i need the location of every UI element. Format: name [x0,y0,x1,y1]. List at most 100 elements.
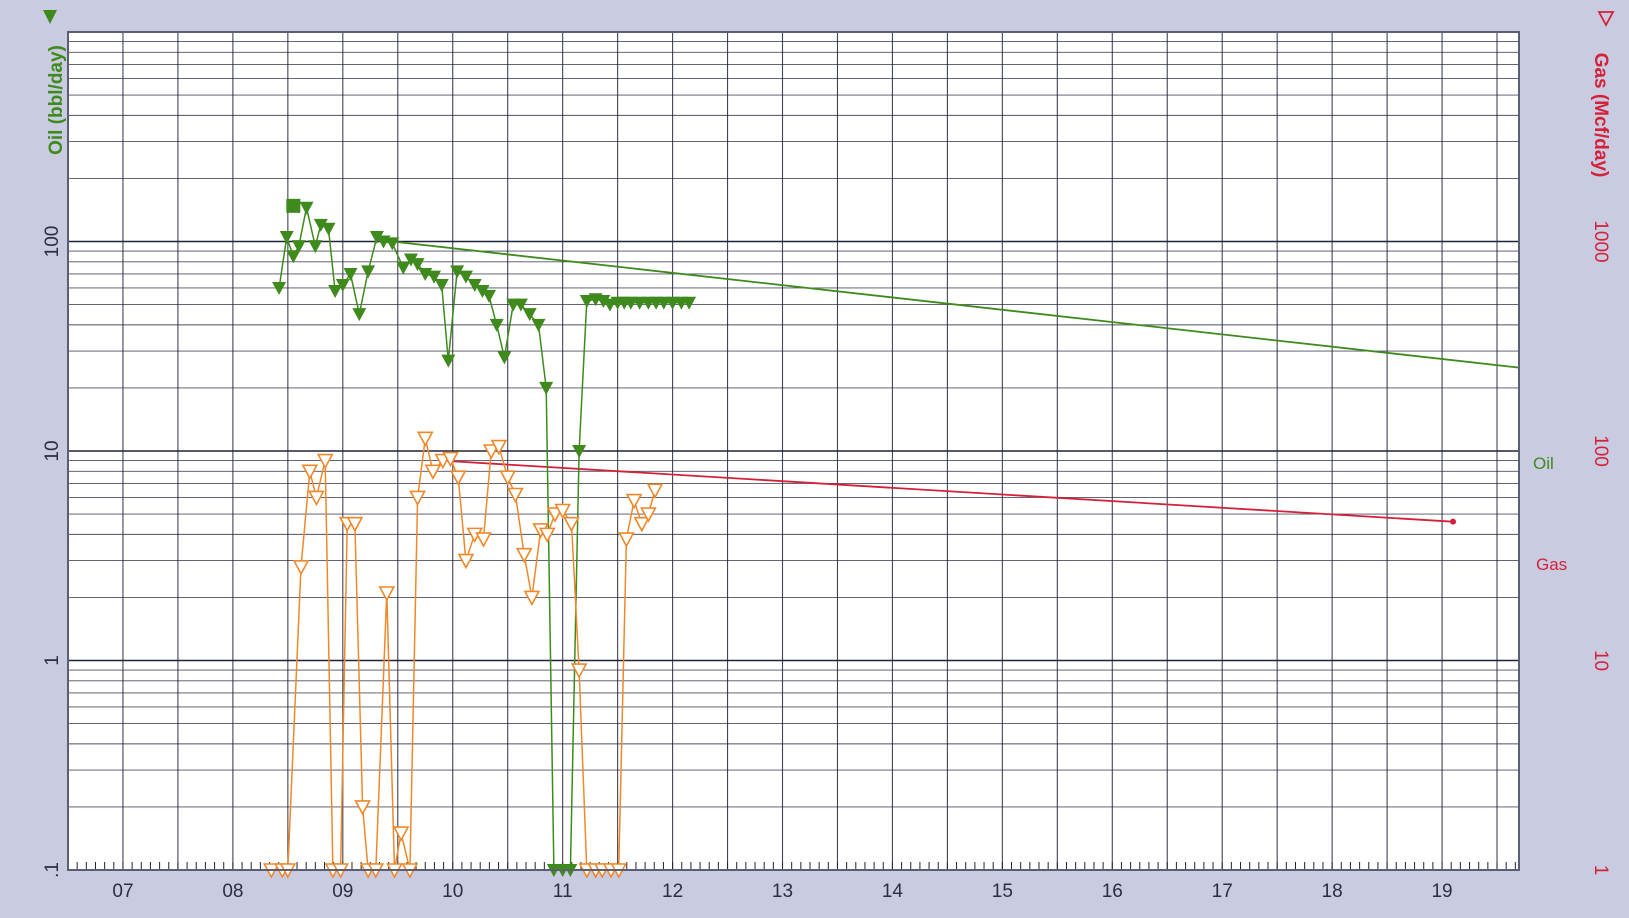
gas-point [442,451,459,468]
gas-legend-triangle-icon [1597,11,1615,27]
oil-point [623,296,638,310]
gas-point [409,490,426,507]
gas-point [475,532,492,548]
oil-point [522,308,537,322]
oil-legend-triangle-icon [43,10,57,24]
right-axis-title: Gas (Mcf/day) [1590,53,1611,178]
x-tick-label: 19 [1431,881,1452,902]
oil-point [343,267,358,281]
oil-point [335,278,350,292]
right-tick-label: 10 [1590,650,1611,671]
oil-point [596,294,611,308]
gas-line-label: Gas [1536,555,1567,574]
gas-point [378,586,396,602]
gas-point [633,516,651,533]
left-axis-title-group: Oil (bbl/day) [46,45,67,155]
gas-point [392,826,410,842]
oil-point [665,296,680,310]
gas-point [301,464,319,480]
x-tick-label: 14 [882,881,904,902]
gas-point [416,431,434,447]
oil-point [531,318,546,332]
right-tick-label-group: 1000 [1590,220,1611,262]
gas-point [538,527,556,544]
oil-point [475,285,490,299]
x-tick-labels: 07 08 09 10 11 12 13 14 15 16 17 18 19 [112,881,1452,902]
major-gridlines [68,32,1519,871]
oil-point [279,231,294,245]
oil-point [572,445,587,458]
oil-highlight-point [286,198,301,213]
x-tick-label: 13 [772,881,793,902]
oil-point [467,278,482,292]
x-tick-label: 17 [1212,881,1233,902]
gas-point [457,553,475,570]
oil-point [321,222,336,236]
gas-point [449,470,467,486]
x-tick-label: 15 [992,881,1013,902]
oil-point [458,270,473,284]
x-tick-label: 07 [112,881,133,902]
x-tick-label: 16 [1102,881,1123,902]
gas-point [499,470,517,486]
gas-point [563,516,580,533]
oil-point [489,318,504,332]
gas-point [482,444,500,460]
oil-point [656,296,671,310]
plot-frame [67,31,1520,871]
gas-point [554,503,571,520]
x-tick-label: 12 [662,881,683,902]
right-tick-labels: 1 10 100 1000 [1590,220,1611,875]
gas-point [346,516,364,533]
oil-point [286,250,301,264]
oil-point [313,218,328,232]
gas-point [618,532,635,548]
gas-point [507,487,524,504]
x-tick-label: 09 [332,881,353,902]
left-tick-label: .1 [42,862,63,878]
left-tick-label-group: 1 [42,655,63,666]
gas-point [523,590,541,607]
left-axis-title: Oil (bbl/day) [46,45,67,155]
oil-point [272,281,287,295]
oil-point [579,294,594,308]
oil-point [308,240,323,254]
oil-point [385,237,400,251]
oil-point [369,231,384,245]
gas-point [625,493,643,510]
oil-point [352,308,367,322]
oil-point [361,265,376,279]
right-tick-label-group: 100 [1590,435,1611,467]
oil-point [291,240,306,254]
oil-point [396,261,411,275]
forecast-end-point [1450,518,1457,525]
right-axis-title-group: Gas (Mcf/day) [1590,53,1611,178]
forecast-lines [392,240,1520,525]
oil-point [410,258,425,272]
left-tick-label: 1 [42,655,63,666]
right-tick-label-group: 10 [1590,650,1611,671]
forecast-line [392,240,1520,369]
left-tick-label-group: 10 [42,440,63,461]
left-tick-label: 100 [42,226,63,258]
oil-point [450,265,465,279]
right-tick-label: 100 [1590,435,1611,467]
gas-point [292,560,310,576]
left-tick-label-group: .1 [42,862,63,878]
right-tick-label: 1 [1590,865,1611,876]
gas-point [354,800,371,816]
oil-point [427,270,442,284]
oil-point [539,381,554,395]
oil-point [403,253,418,267]
left-tick-label: 10 [42,440,63,461]
x-tick-label: 11 [553,881,573,902]
left-tick-label-group: 100 [42,226,63,258]
forecast-line [441,459,1454,523]
oil-point [299,201,314,215]
gas-point [570,663,588,679]
gas-point [646,483,664,499]
oil-point [482,289,497,303]
oil-point [497,351,512,365]
